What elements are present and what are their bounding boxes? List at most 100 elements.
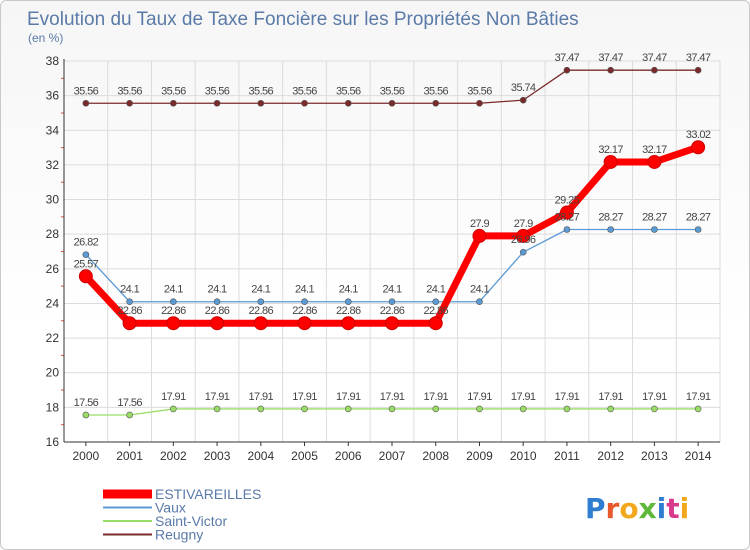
data-label: 29.25 (555, 195, 580, 207)
data-point (691, 140, 706, 155)
y-tick-label: 26 (46, 262, 60, 276)
data-label: 17.91 (598, 391, 623, 403)
data-point (563, 66, 571, 74)
data-point (82, 99, 90, 107)
x-tick-label: 2011 (554, 449, 580, 463)
data-point (344, 405, 352, 413)
data-label: 24.1 (426, 284, 445, 296)
data-label: 37.47 (642, 52, 667, 64)
proxiti-logo-text: Proxiti (585, 492, 689, 525)
data-point (78, 269, 93, 284)
data-label: 24.1 (382, 284, 401, 296)
data-label: 35.56 (74, 85, 99, 97)
axes: 16 18 20 22 24 26 28 30 32 34 36 38 2000 2001 2002 2003… (46, 54, 720, 463)
data-label: 17.91 (292, 391, 317, 403)
x-tick-label: 2003 (204, 449, 231, 463)
data-label: 17.91 (511, 391, 536, 403)
y-tick-label: 20 (46, 366, 60, 380)
legend-label: Reugny (155, 527, 203, 543)
data-point (170, 99, 177, 107)
x-tick-label: 2006 (335, 449, 362, 463)
data-point (694, 66, 702, 74)
data-label: 26.82 (74, 237, 99, 249)
data-label: 24.1 (208, 284, 227, 296)
data-label: 17.91 (555, 391, 580, 403)
x-tick-label: 2007 (379, 449, 406, 463)
data-point (472, 228, 487, 243)
x-tick-label: 2004 (247, 449, 274, 463)
data-point (301, 298, 308, 306)
x-tick-label: 2005 (291, 449, 318, 463)
x-tick-label: 2000 (73, 449, 100, 463)
x-tick-label: 2010 (510, 449, 537, 463)
data-label: 35.56 (205, 85, 230, 97)
legend-label: Vaux (155, 500, 186, 516)
data-point (257, 405, 265, 413)
data-point (476, 298, 483, 306)
data-label: 35.56 (292, 85, 317, 97)
logo-letter: o (619, 492, 638, 525)
data-label: 22.86 (292, 305, 317, 317)
y-tick-label: 32 (46, 158, 60, 172)
data-point (432, 99, 440, 107)
data-label: 28.27 (598, 212, 623, 224)
data-label: 17.91 (380, 391, 405, 403)
data-point (563, 226, 571, 233)
data-point (297, 316, 312, 331)
data-point (563, 405, 571, 413)
data-label: 17.91 (686, 391, 711, 403)
data-point (301, 99, 308, 107)
data-label: 35.56 (467, 85, 492, 97)
data-label: 17.56 (117, 397, 142, 409)
y-tick-label: 18 (46, 400, 60, 414)
data-label: 33.02 (686, 129, 711, 141)
data-label: 22.86 (161, 305, 186, 317)
data-point (694, 226, 702, 233)
data-label: 35.56 (423, 85, 448, 97)
data-label: 26.96 (511, 234, 536, 246)
data-point (559, 205, 574, 220)
logo-letter: i (680, 492, 690, 525)
data-label: 17.91 (423, 391, 448, 403)
data-label: 35.56 (336, 85, 361, 97)
data-label: 35.56 (117, 85, 142, 97)
data-point (603, 154, 618, 169)
data-label: 28.27 (555, 212, 580, 224)
data-label: 24.1 (295, 284, 314, 296)
data-point (253, 316, 268, 331)
data-point (213, 99, 221, 107)
y-tick-label: 34 (46, 123, 60, 137)
data-point (166, 316, 181, 331)
data-label: 32.17 (598, 144, 623, 156)
data-label: 35.56 (249, 85, 274, 97)
logo-letter: x (639, 492, 657, 525)
data-label: 37.47 (555, 52, 580, 64)
data-point (210, 316, 225, 331)
data-point (432, 405, 440, 413)
legend-label: ESTIVAREILLES (155, 486, 261, 502)
data-label: 17.91 (336, 391, 361, 403)
data-point (301, 405, 308, 413)
data-point (388, 405, 396, 413)
data-label: 37.47 (598, 52, 623, 64)
data-point (519, 405, 527, 413)
y-tick-label: 24 (46, 296, 60, 310)
data-label: 17.91 (249, 391, 274, 403)
y-tick-label: 30 (46, 193, 60, 207)
chart-subtitle: (en %) (28, 31, 63, 45)
y-tick-label: 36 (46, 89, 60, 103)
data-label: 32.17 (642, 144, 667, 156)
data-label: 28.27 (686, 212, 711, 224)
logo-letter: t (666, 492, 679, 525)
data-label: 22.86 (205, 305, 230, 317)
data-point (344, 298, 352, 306)
data-point (651, 405, 658, 413)
data-label: 17.56 (74, 397, 99, 409)
data-point (257, 298, 265, 306)
data-label: 17.91 (205, 391, 230, 403)
data-point (607, 66, 614, 74)
data-label: 37.47 (686, 52, 711, 64)
data-point (651, 66, 658, 74)
data-labels: 25.57 22.86 22.86 22.86 22.86 22.86 22.86 22.86… (74, 52, 712, 409)
